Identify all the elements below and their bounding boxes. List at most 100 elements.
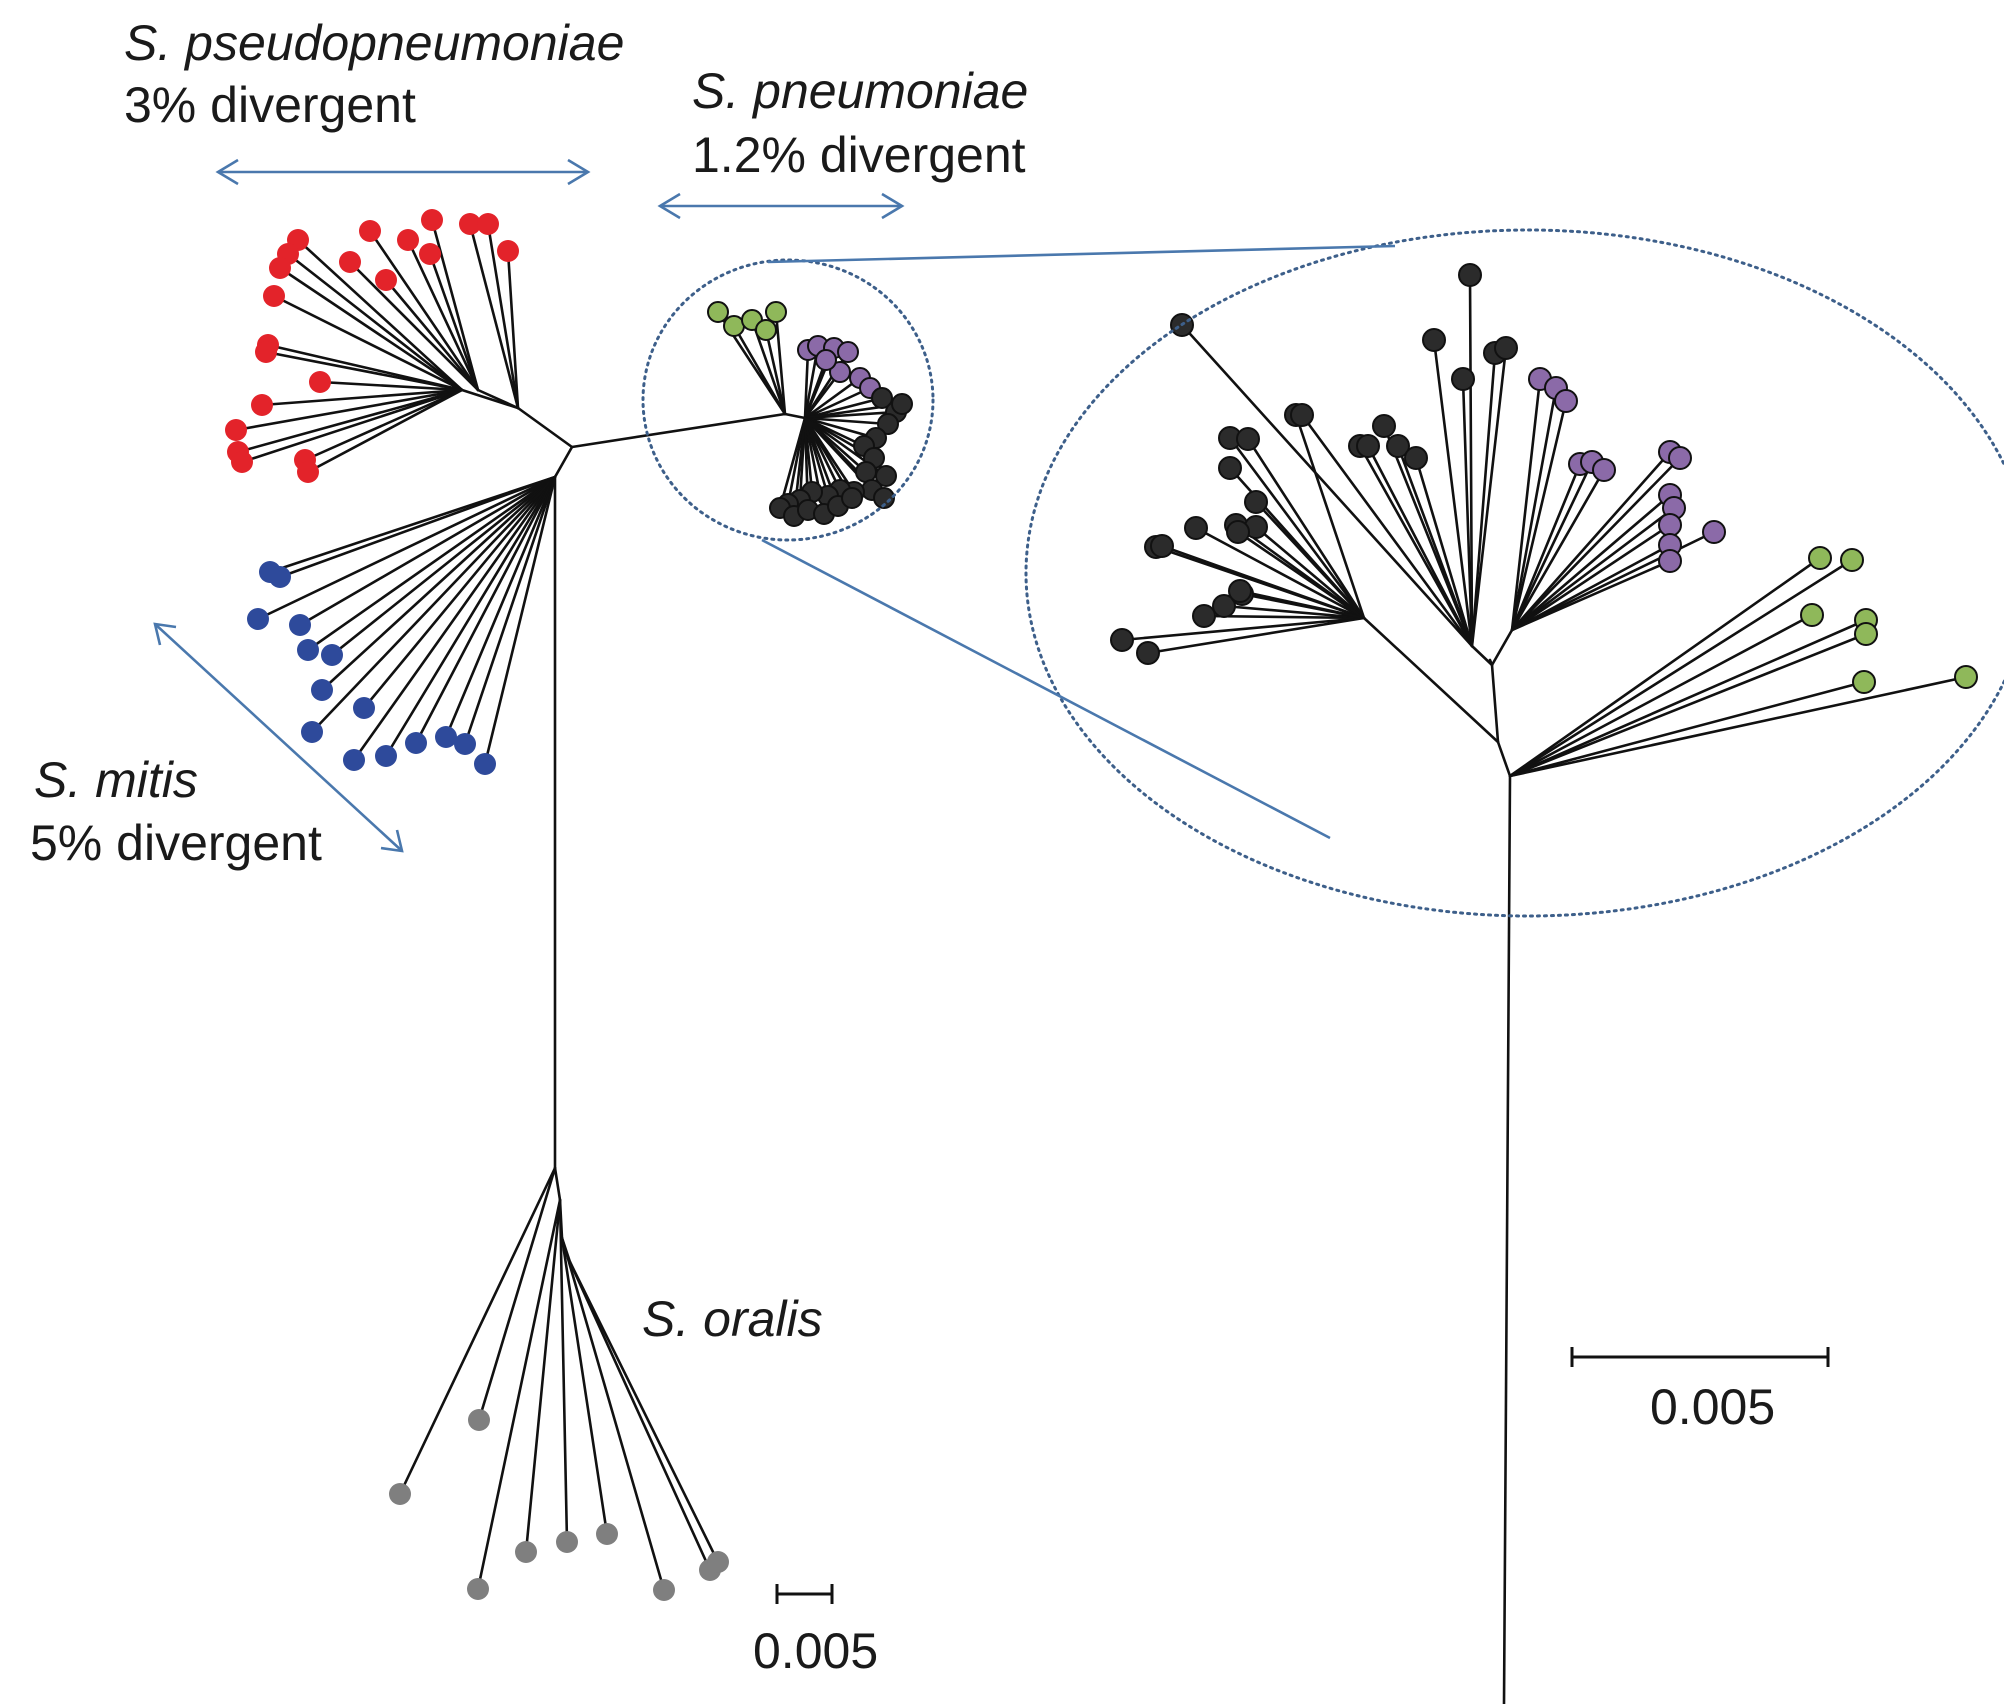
inset-backbone-branch — [1490, 663, 1500, 744]
pneumoniae-species-label: S. pneumoniae — [692, 63, 1028, 119]
inset-purple-branch — [1510, 460, 1594, 632]
oralis-branch — [477, 1166, 557, 1422]
backbone-branch — [553, 1166, 562, 1202]
inset-purple-leaf — [1658, 549, 1682, 573]
inset-black-branch — [1202, 614, 1366, 620]
mitis-leaf — [375, 745, 397, 767]
oralis-branch — [476, 1198, 562, 1591]
inset-tree-leaves — [1110, 263, 1978, 694]
oralis-branch — [560, 1236, 666, 1592]
pseudopneumoniae-branch — [348, 260, 480, 392]
inset-backbone-branch — [1470, 644, 1494, 667]
pseudopneumoniae-branch — [286, 252, 464, 392]
pneumoniae-purple-leaf — [815, 349, 837, 371]
pseudopneumoniae-branch — [318, 380, 464, 392]
inset-green-leaf — [1954, 665, 1978, 689]
oralis-leaf — [515, 1541, 537, 1563]
pseudopneumoniae-branch — [368, 229, 480, 392]
pseudopneumoniae-leaf — [297, 461, 319, 483]
mitis-leaf — [353, 697, 375, 719]
mitis-leaf — [435, 726, 457, 748]
inset-black-branch — [1238, 589, 1366, 620]
pneumoniae-purple-leaf — [829, 361, 851, 383]
oralis-branch — [560, 1236, 609, 1536]
pseudopneumoniae-leaf — [251, 394, 273, 416]
pneumoniae-black-leaf — [875, 465, 897, 487]
pseudopneumoniae-branch — [430, 218, 480, 392]
inset-green-leaf — [1808, 546, 1832, 570]
inset-black-branch — [1396, 444, 1474, 648]
inset-purple-branch — [1510, 530, 1716, 632]
mitis-leaf — [454, 733, 476, 755]
inset-black-leaf — [1212, 594, 1236, 618]
inset-purple-branch — [1510, 462, 1582, 632]
pseudopneumoniae-branch — [278, 266, 464, 392]
pseudopneumoniae-leaf — [269, 257, 291, 279]
pseudopneumoniae-leaf — [497, 240, 519, 262]
inset-black-branch — [1300, 413, 1474, 648]
inset-black-branch — [1254, 525, 1366, 620]
inset-purple-branch — [1510, 386, 1558, 632]
mitis-branch — [306, 475, 557, 652]
inset-zoom-ellipse — [1024, 228, 2004, 918]
mitis-branch — [278, 475, 557, 579]
pneumoniae-cluster-highlight — [641, 258, 935, 542]
pseudopneumoniae-branch — [506, 249, 520, 410]
pneumoniae-black-leaf — [841, 487, 863, 509]
pneumoniae-purple-leaf — [837, 341, 859, 363]
mitis-branch — [352, 475, 557, 762]
pneumoniae-green-branch — [764, 328, 787, 416]
inset-purple-leaf — [1554, 389, 1578, 413]
mitis-leaf — [405, 732, 427, 754]
pneumoniae-black-leaf — [877, 413, 899, 435]
inset-backbone-branch — [1488, 658, 1494, 667]
inset-purple-leaf — [1702, 520, 1726, 544]
inset-purple-branch — [1510, 506, 1676, 632]
inset-purple-branch — [1510, 523, 1672, 632]
oralis-leaf — [467, 1578, 489, 1600]
mitis-leaf — [269, 566, 291, 588]
inset-purple-branch — [1510, 450, 1672, 632]
inset-green-branch — [1508, 680, 1866, 778]
oralis-leaf — [389, 1483, 411, 1505]
inset-black-branch — [1160, 544, 1366, 620]
pneumoniae-green-leaf — [755, 319, 777, 341]
oralis-branch — [568, 1260, 712, 1572]
mitis-leaf — [311, 679, 333, 701]
inset-black-leaf — [1458, 263, 1482, 287]
pseudopneumoniae-leaf — [255, 341, 277, 363]
pseudopneumoniae-leaf — [375, 269, 397, 291]
pseudopneumoniae-divergence-label: 3% divergent — [124, 77, 416, 133]
oralis-leaf — [707, 1551, 729, 1573]
inset-black-branch — [1236, 530, 1366, 620]
zoom-connector-bottom — [761, 538, 1331, 840]
inset-black-leaf — [1372, 414, 1396, 438]
mitis-branch — [384, 475, 557, 758]
oralis-leaf — [468, 1409, 490, 1431]
mitis-leaf — [289, 614, 311, 636]
pseudopneumoniae-branch — [260, 388, 464, 407]
pneumoniae-purple-branch — [803, 386, 872, 420]
mitis-leaf — [474, 753, 496, 775]
inset-black-branch — [1414, 456, 1474, 648]
inset-green-leaf — [1840, 548, 1864, 572]
inset-black-branch — [1432, 338, 1474, 648]
inset-backbone-branch — [1496, 740, 1512, 778]
inset-black-leaf — [1404, 446, 1428, 470]
inset-purple-branch — [1510, 399, 1568, 632]
inset-green-branch — [1508, 558, 1854, 778]
pseudopneumoniae-leaf — [419, 243, 441, 265]
inset-backbone-branch — [1502, 774, 1512, 1704]
inset-purple-leaf — [1592, 458, 1616, 482]
pseudopneumoniae-leaf — [263, 285, 285, 307]
main-scale-bar-label: 0.005 — [753, 1623, 878, 1679]
oralis-branch — [558, 1198, 569, 1544]
pseudopneumoniae-branch — [406, 238, 480, 392]
mitis-branch — [268, 475, 557, 574]
inset-black-leaf — [1218, 456, 1242, 480]
inset-scale-bar-label: 0.005 — [1650, 1379, 1775, 1435]
pseudopneumoniae-branch — [272, 294, 464, 392]
pseudopneumoniae-branch — [486, 222, 520, 410]
mitis-branch — [414, 475, 557, 745]
inset-black-leaf — [1494, 336, 1518, 360]
